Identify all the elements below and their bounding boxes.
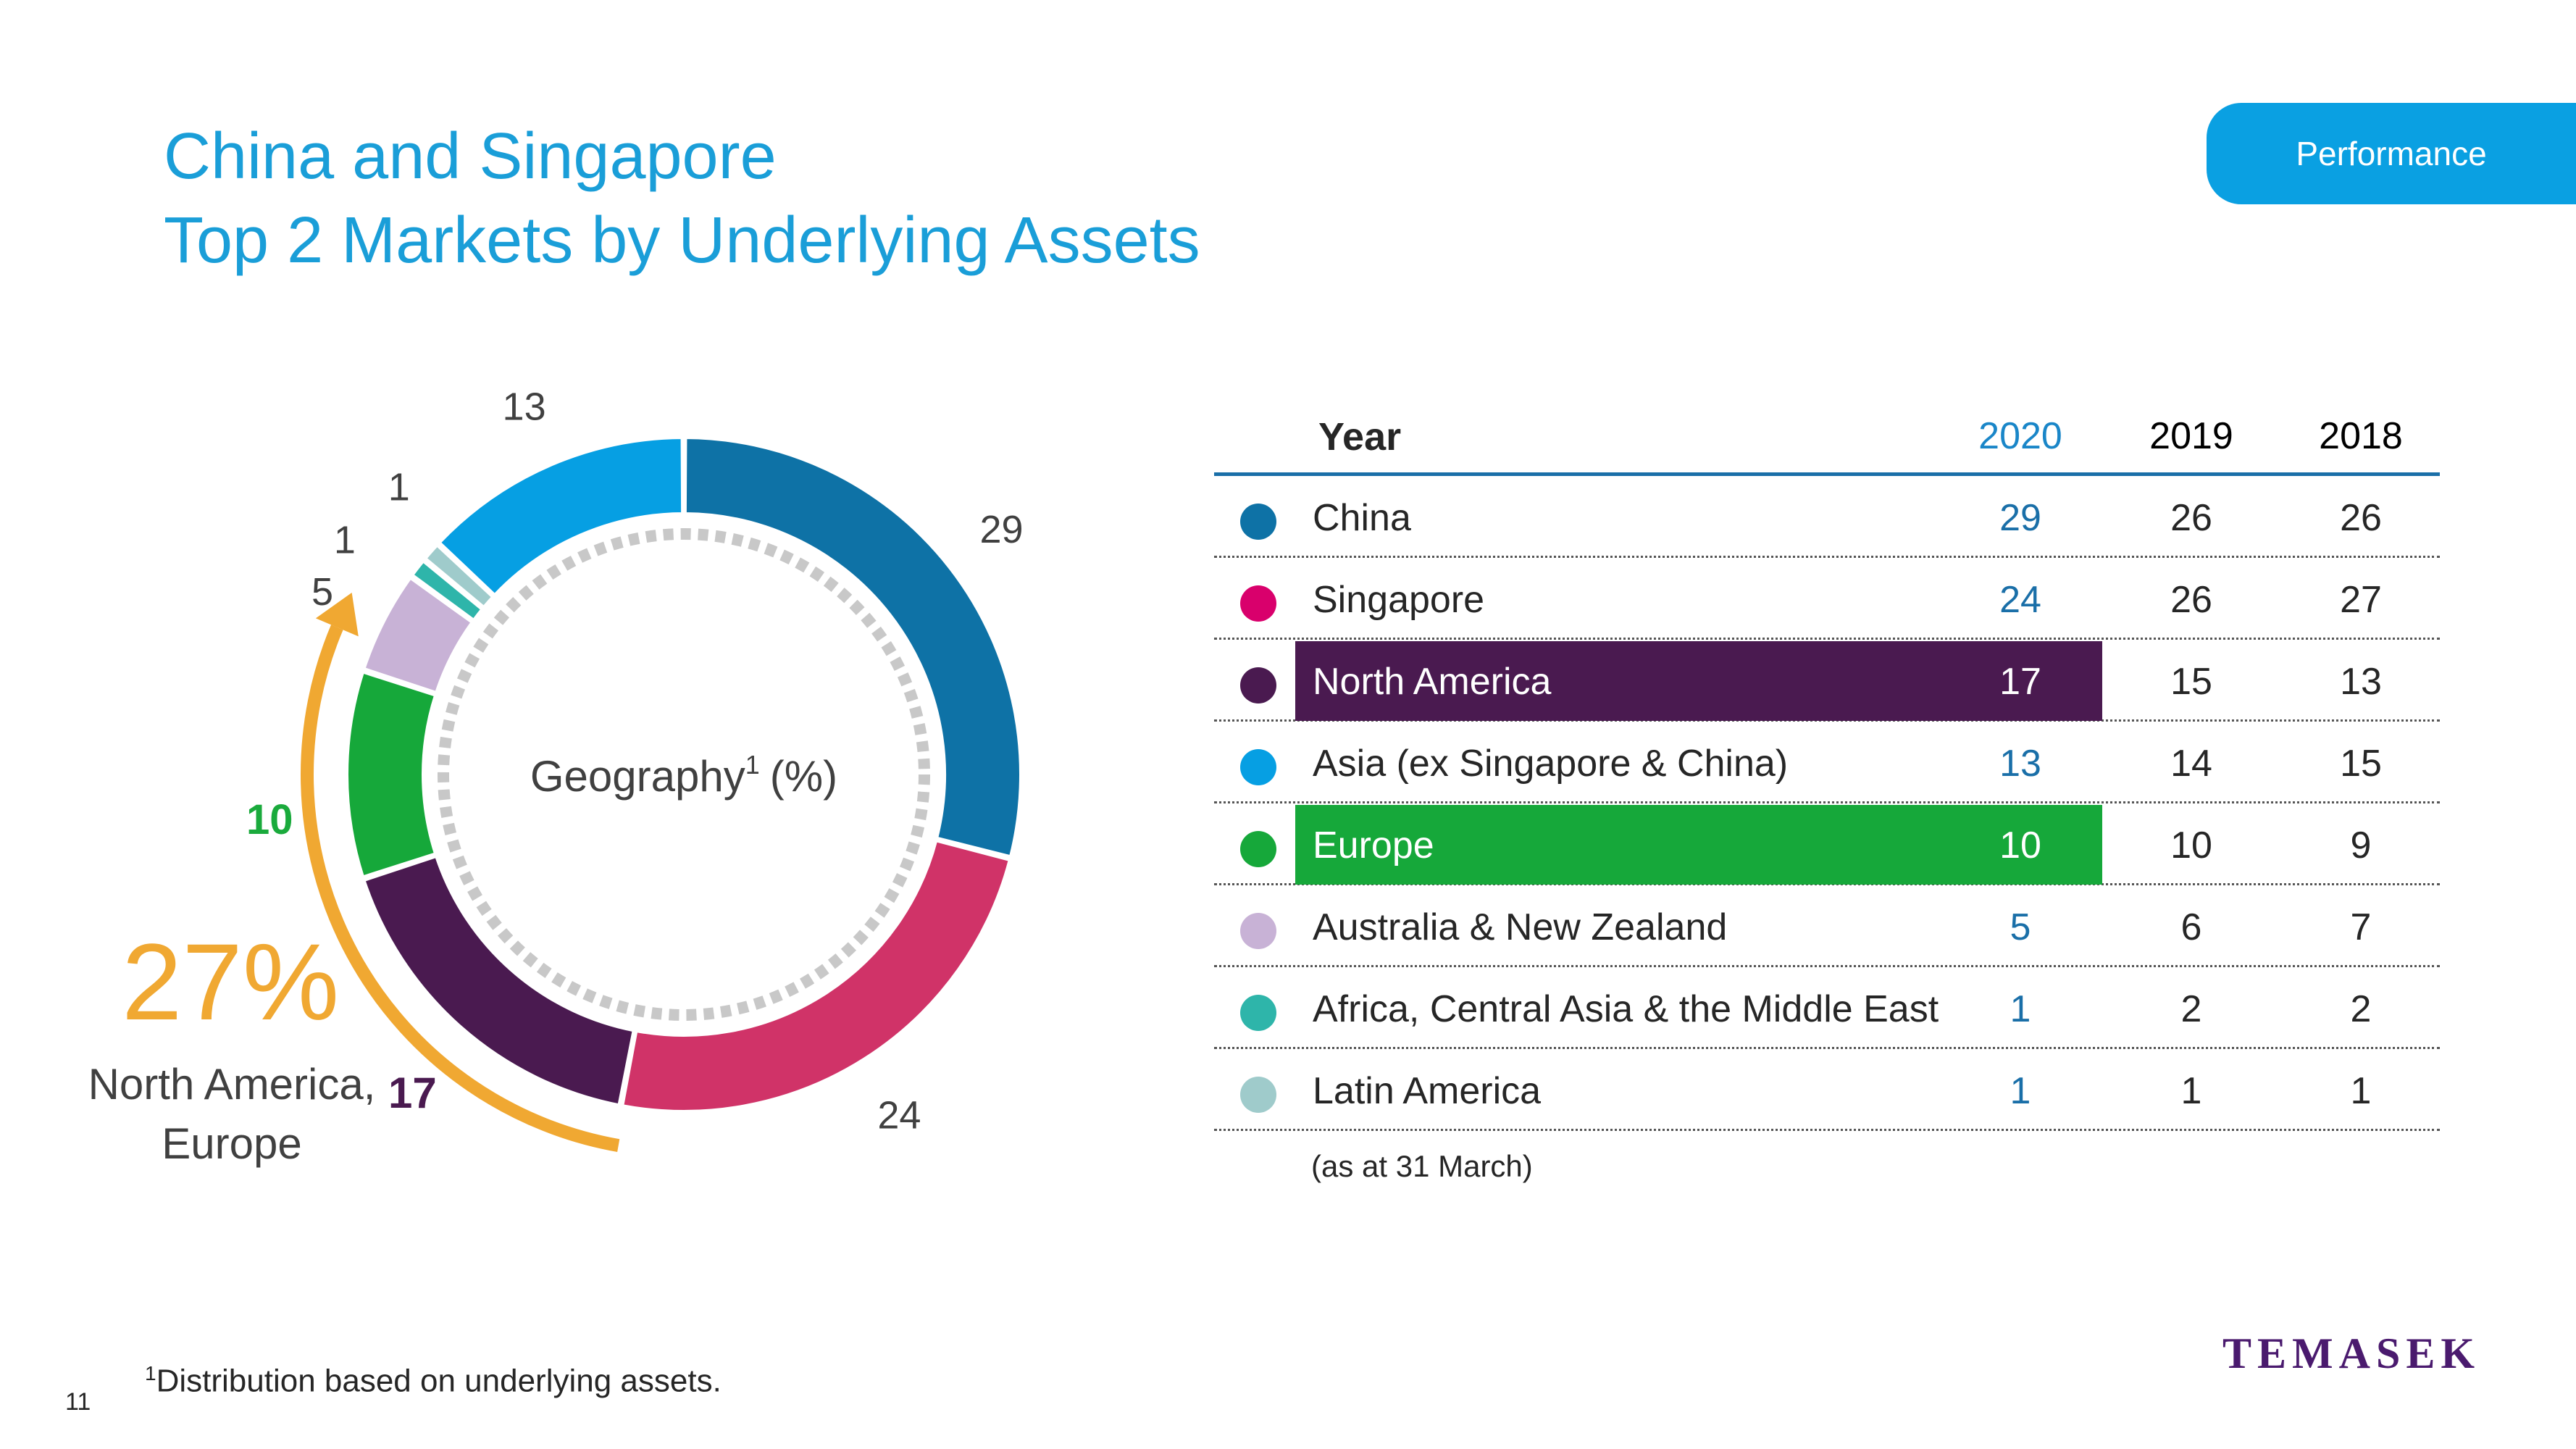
row-region-name: Australia & New Zealand	[1313, 906, 1728, 948]
donut-segment	[345, 670, 438, 879]
donut-value-label: 1	[334, 519, 356, 562]
legend-dot	[1240, 667, 1276, 703]
section-tab-performance[interactable]: Performance	[2207, 103, 2576, 204]
table-row: Singapore 24 26 27	[1214, 559, 2440, 640]
row-region-name: China	[1313, 497, 1411, 539]
table-row: Africa, Central Asia & the Middle East 1 2…	[1214, 969, 2440, 1049]
legend-dot	[1240, 585, 1276, 622]
table-row: China 29 26 26	[1214, 477, 2440, 558]
donut-center-title-main: Geography	[530, 752, 745, 801]
donut-segment	[361, 575, 474, 695]
footnote-marker: 1	[145, 1362, 156, 1385]
row-region-name: Singapore	[1313, 579, 1485, 621]
table-row: Latin America 1 1 1	[1214, 1051, 2440, 1131]
row-region-name: Europe	[1313, 824, 1434, 867]
row-value-2019: 2	[2180, 988, 2202, 1030]
donut-segment	[683, 435, 1022, 859]
callout-regions-line1: North America,	[88, 1060, 376, 1108]
row-highlight	[1295, 805, 2102, 885]
row-value-2018: 2	[2350, 988, 2372, 1030]
header-2018: 2018	[2319, 415, 2403, 457]
legend-dot	[1240, 1077, 1276, 1113]
table-body: China 29 26 26 Singapore 24 26 27 North America 1…	[1214, 477, 2440, 1131]
row-region-name: Latin America	[1313, 1070, 1542, 1112]
table-row: Asia (ex Singapore & China) 13 14 15	[1214, 723, 2440, 803]
page-title-line2: Top 2 Markets by Underlying Assets	[164, 204, 1200, 277]
callout-north-america-value: 17	[388, 1069, 437, 1117]
row-value-2018: 26	[2340, 497, 2382, 539]
page-number: 11	[65, 1388, 91, 1416]
row-value-2018: 7	[2350, 906, 2372, 948]
row-value-2019: 1	[2180, 1070, 2202, 1112]
row-value-2018: 1	[2350, 1070, 2372, 1112]
legend-dot	[1240, 504, 1276, 540]
row-value-2018: 27	[2340, 579, 2382, 621]
row-value-2019: 10	[2170, 824, 2212, 867]
temasek-logo: TEMASEK	[2222, 1329, 2481, 1377]
header-2020: 2020	[1978, 415, 2062, 457]
donut-segments	[345, 435, 1022, 1113]
table-row: Europe 10 10 9	[1214, 805, 2440, 885]
callout-arrow-arc	[301, 625, 620, 1152]
row-value-2020: 24	[1999, 579, 2041, 621]
donut-center-title: Geography1 (%)	[530, 750, 837, 801]
inner-dashed-ring	[438, 528, 930, 1021]
row-value-2018: 15	[2340, 743, 2382, 785]
row-value-2019: 26	[2170, 497, 2212, 539]
legend-dot	[1240, 749, 1276, 785]
callout-percent: 27%	[122, 921, 340, 1043]
row-value-2019: 15	[2170, 661, 2212, 703]
row-region-name: Africa, Central Asia & the Middle East	[1313, 988, 1939, 1030]
legend-dot	[1240, 913, 1276, 949]
donut-value-label: 24	[877, 1094, 921, 1137]
callout-arrowhead	[315, 592, 359, 637]
row-value-2020: 10	[1999, 824, 2041, 867]
footnote: 1Distribution based on underlying assets…	[145, 1362, 722, 1400]
donut-value-label: 13	[503, 385, 546, 429]
donut-segment	[423, 543, 495, 609]
table-row: North America 17 15 13	[1214, 641, 2440, 722]
donut-center-title-sup: 1	[745, 750, 760, 780]
donut-segment	[437, 435, 685, 598]
donut-segment	[620, 838, 1012, 1113]
legend-dot	[1240, 995, 1276, 1031]
donut-value-label: 1	[388, 465, 410, 509]
row-value-2020: 1	[2010, 1070, 2031, 1112]
row-value-2019: 26	[2170, 579, 2212, 621]
callout-europe-value: 10	[246, 796, 293, 843]
donut-center-title-unit: (%)	[770, 752, 837, 801]
row-value-2020: 5	[2010, 906, 2031, 948]
callout-regions-line2: Europe	[162, 1119, 302, 1168]
page-title: China and Singapore Top 2 Markets by Und…	[164, 114, 1200, 283]
header-year: Year	[1318, 415, 1402, 459]
callout-regions: North America, Europe	[72, 1055, 391, 1174]
legend-dot	[1240, 831, 1276, 867]
row-highlight	[1295, 641, 2102, 721]
footnote-text: Distribution based on underlying assets.	[156, 1363, 722, 1399]
header-2019: 2019	[2149, 415, 2233, 457]
row-value-2019: 14	[2170, 743, 2212, 785]
donut-segment	[361, 854, 636, 1107]
table-row: Australia & New Zealand 5 6 7	[1214, 887, 2440, 967]
table-header: Year 2020 2019 2018	[1214, 406, 2440, 476]
row-region-name: Asia (ex Singapore & China)	[1313, 743, 1789, 785]
table-note: (as at 31 March)	[1311, 1149, 1533, 1183]
donut-value-label: 29	[979, 508, 1023, 551]
row-value-2020: 1	[2010, 988, 2031, 1030]
row-region-name: North America	[1313, 661, 1552, 703]
row-value-2020: 29	[1999, 497, 2041, 539]
page-title-line1: China and Singapore	[164, 120, 777, 193]
row-value-2020: 13	[1999, 743, 2041, 785]
row-value-2020: 17	[1999, 661, 2041, 703]
row-value-2018: 13	[2340, 661, 2382, 703]
row-value-2018: 9	[2350, 824, 2372, 867]
row-value-2019: 6	[2180, 906, 2202, 948]
geography-table: Year 2020 2019 2018 China 29 26 26 Singapore…	[1214, 406, 2440, 1131]
donut-value-label: 5	[311, 570, 333, 614]
donut-segment	[410, 559, 485, 622]
